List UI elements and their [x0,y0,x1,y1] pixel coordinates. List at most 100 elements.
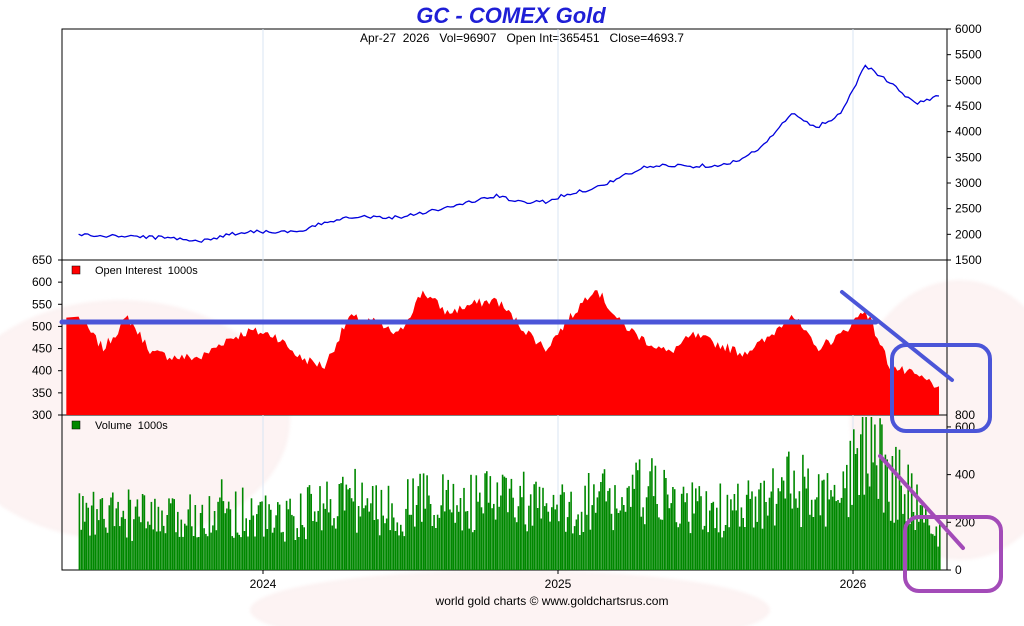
open-interest-legend: Open Interest 1000s [71,265,198,277]
volume-bar [178,536,181,570]
volume-bar [617,513,620,570]
volume-bar [912,512,915,570]
volume-bar [728,527,730,570]
oi-y-tick-label: 450 [32,342,52,356]
volume-bar [547,511,550,570]
volume-bar [385,518,388,570]
volume-bar [252,515,255,570]
volume-bar [127,489,130,570]
volume-bar [266,529,269,570]
volume-bar [612,530,614,570]
volume-bar [726,494,729,570]
volume-bar [384,523,386,570]
volume-bar [424,508,427,570]
volume-bar [680,493,683,570]
volume-bar [368,511,370,570]
volume-bar [301,525,304,570]
volume-bar [749,498,751,570]
volume-bar [94,534,96,570]
volume-bar [227,501,230,570]
volume-bar [449,509,451,570]
volume-bar [350,498,353,570]
oi-y-tick-label: 650 [32,253,52,267]
volume-bar [846,464,848,570]
price-line [78,64,940,243]
volume-bar [810,499,813,570]
volume-bar [380,489,383,570]
volume-bar [774,525,776,570]
volume-bar [249,519,251,570]
volume-bar [740,507,743,570]
volume-bar [528,505,530,570]
volume-bar [637,470,639,570]
volume-bar [719,483,722,570]
volume-bar [459,498,462,570]
volume-bar [442,474,444,570]
volume-bar [357,506,360,570]
volume-bar [92,491,95,570]
volume-bar [264,495,267,570]
volume-bar [731,510,734,570]
volume-bar [152,529,154,570]
volume-bar [598,491,600,570]
volume-bar [817,474,820,570]
volume-bar [373,520,376,570]
volume-bar [788,451,790,570]
volume-bar [575,519,578,570]
volume-bar [649,471,651,570]
volume-bar [317,510,319,570]
volume-bar [229,509,232,570]
volume-bar [282,531,284,570]
oi-y-tick-label: 400 [32,364,52,378]
volume-bar [840,497,843,570]
volume-bar [477,501,479,570]
volume-bar [910,473,913,570]
volume-bar [196,537,198,570]
oi-y-tick-label: 500 [32,319,52,333]
volume-bar [765,502,767,570]
volume-bar [343,510,346,570]
volume-bar [775,503,778,570]
volume-bar [375,485,377,570]
volume-bar [524,524,527,570]
volume-bar [589,529,592,570]
volume-bar [189,494,191,570]
volume-bar [124,518,126,570]
volume-bar [97,520,100,570]
volume-bar [168,498,170,570]
volume-bar [888,501,890,570]
volume-bar [642,507,644,570]
volume-bar [335,528,337,570]
volume-bar [861,417,864,570]
volume-bar [310,493,312,570]
volume-bar [333,518,335,570]
volume-bar [712,501,715,570]
volume-bar [828,499,830,570]
x-tick-label: 2026 [840,577,867,591]
volume-bar [853,429,855,570]
price-y-tick-label: 6000 [955,22,982,36]
volume-bar [691,482,694,570]
volume-bar [261,501,263,570]
volume-bar [394,531,397,570]
volume-bar [638,459,641,570]
volume-bar [652,496,655,570]
volume-bar [768,497,771,570]
volume-bar [805,488,808,570]
volume-bar [199,513,202,570]
volume-bar [538,486,541,570]
volume-bar [415,505,418,570]
volume-bar [294,540,297,570]
volume-bar [733,494,736,570]
volume-bar [405,508,407,570]
x-tick-label: 2024 [250,577,277,591]
volume-bar [479,492,481,570]
volume-bar [134,506,137,570]
volume-bar [693,513,695,570]
volume-bar [103,518,105,570]
volume-bar [299,493,302,570]
volume-bar [714,528,716,570]
volume-bar [824,526,827,570]
volume-bar [212,525,214,570]
volume-bar [315,521,318,570]
